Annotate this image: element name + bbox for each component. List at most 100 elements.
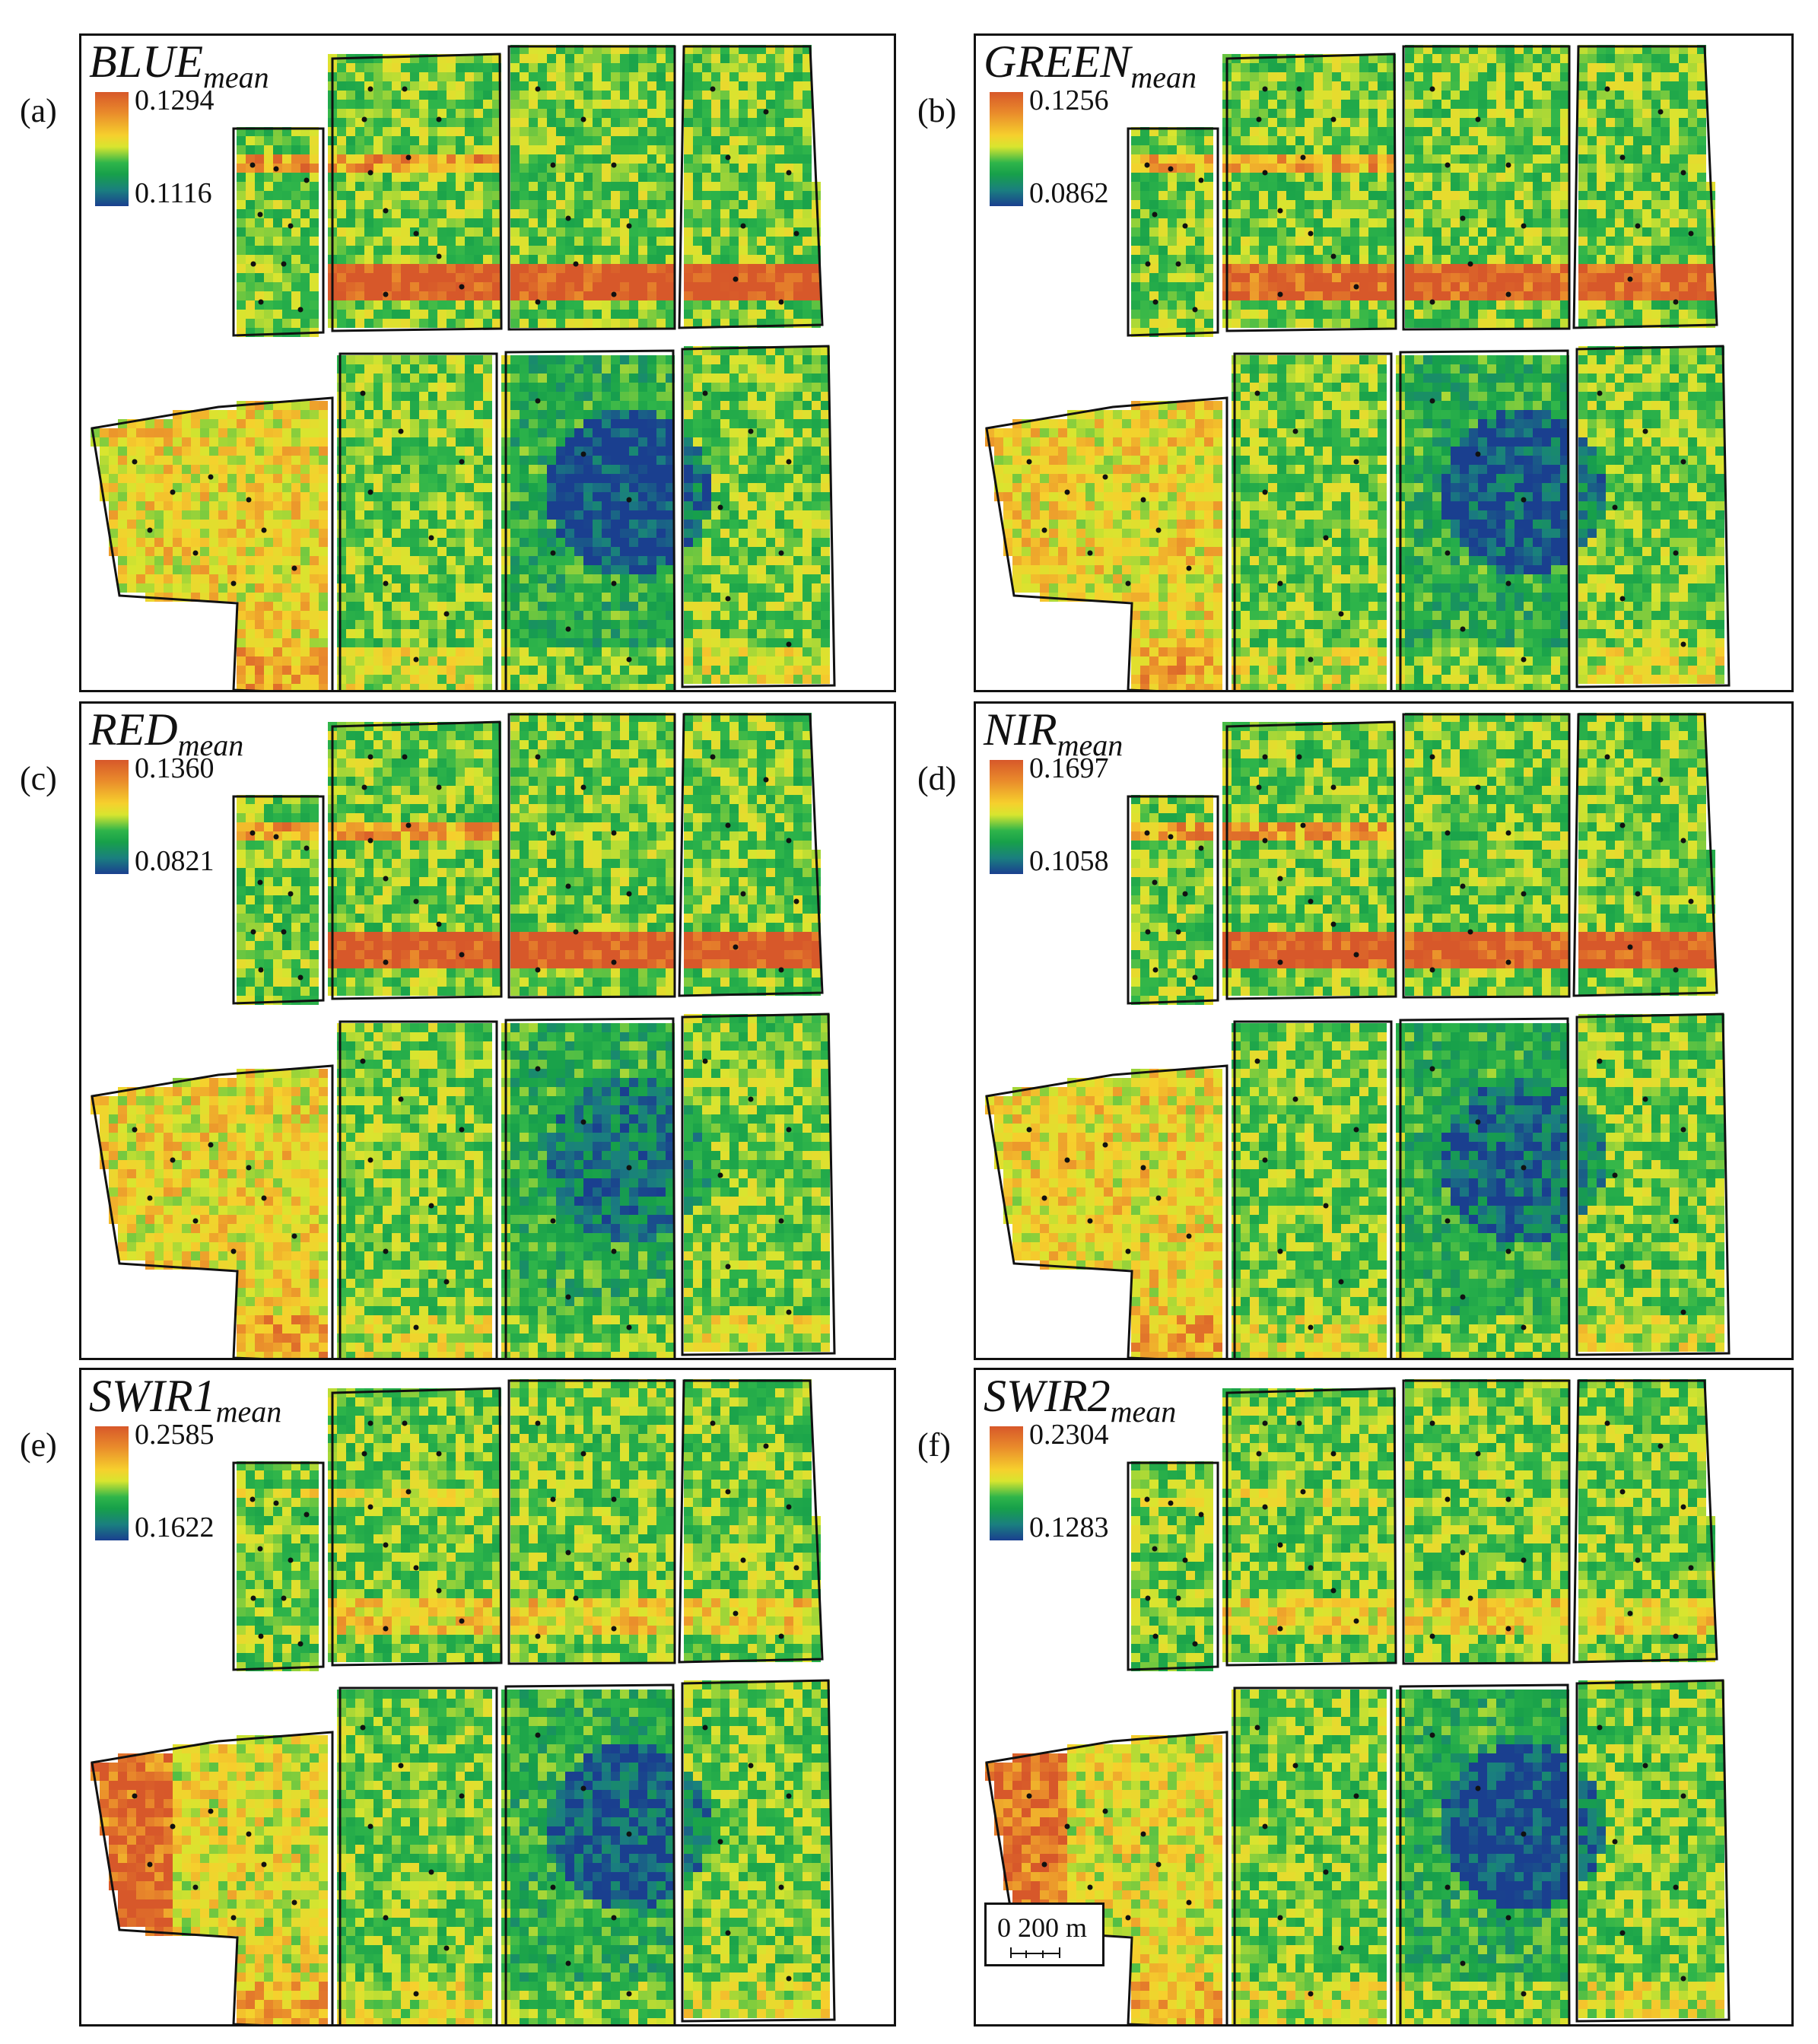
sample-point <box>208 1142 214 1148</box>
sample-point <box>132 1793 138 1799</box>
sample-point <box>1277 876 1283 882</box>
sample-point <box>1182 891 1188 897</box>
sample-point <box>257 211 263 218</box>
sample-point <box>1145 261 1151 267</box>
sample-point <box>1300 154 1306 161</box>
sample-point <box>1192 974 1198 981</box>
sample-point <box>1330 921 1336 927</box>
sample-point <box>1353 459 1359 465</box>
sample-point <box>1338 611 1344 617</box>
sample-point <box>1642 1763 1648 1769</box>
sample-point <box>192 1884 199 1890</box>
sample-point <box>611 959 617 965</box>
sample-point <box>626 1165 632 1171</box>
sample-point <box>249 162 256 168</box>
sample-point <box>778 1633 784 1639</box>
legend-max-value: 0.2585 <box>135 1420 215 1449</box>
sample-point <box>273 834 279 840</box>
sample-point <box>550 1884 556 1890</box>
sample-point <box>1262 754 1268 760</box>
field-map <box>985 1379 1731 2024</box>
sample-point <box>550 1496 556 1502</box>
sample-point <box>1262 170 1268 176</box>
sample-point <box>1182 1557 1188 1563</box>
sample-point <box>1597 390 1603 396</box>
sample-point <box>1262 1823 1268 1829</box>
sample-point <box>1175 1595 1181 1601</box>
sample-point <box>1657 777 1664 783</box>
panel-label-b: (b) <box>917 94 956 128</box>
sample-point <box>1308 898 1314 904</box>
sample-point <box>1262 1420 1268 1426</box>
sample-point <box>725 1930 731 1936</box>
sample-point <box>1256 1451 1262 1457</box>
sample-point <box>398 1763 404 1769</box>
panel-label-f: (f) <box>917 1429 951 1462</box>
color-legend-bar <box>990 1426 1023 1540</box>
sample-point <box>535 299 541 305</box>
color-legend-bar <box>95 1426 129 1540</box>
sample-point <box>1521 1991 1527 1997</box>
sample-point <box>1155 1861 1162 1868</box>
sample-point <box>710 1420 716 1426</box>
sample-point <box>405 822 412 828</box>
sample-point <box>717 504 723 510</box>
sample-point <box>413 898 419 904</box>
sample-point <box>550 1218 556 1224</box>
sample-point <box>1192 307 1198 313</box>
sample-point <box>565 1550 571 1556</box>
sample-point <box>1505 1915 1511 1921</box>
sample-point <box>733 276 739 282</box>
field-boundary <box>1233 1020 1393 1358</box>
sample-point <box>1175 261 1181 267</box>
sample-point <box>459 284 465 290</box>
sample-point <box>793 230 799 237</box>
color-legend-bar <box>990 760 1023 874</box>
sample-point <box>740 223 746 229</box>
sample-point <box>1064 1823 1070 1829</box>
sample-point <box>702 1725 708 1731</box>
sample-point <box>383 208 389 214</box>
legend-max-value: 0.1697 <box>1029 754 1109 783</box>
raster-layer <box>91 713 830 1358</box>
sample-point <box>1140 1831 1146 1837</box>
panel-title: REDmean <box>89 707 243 761</box>
scale-bar-ruler <box>1010 1947 1060 1958</box>
sample-point <box>1254 390 1260 396</box>
sample-point <box>361 1451 367 1457</box>
sample-point <box>611 1915 617 1921</box>
sample-point <box>725 822 731 828</box>
sample-point <box>413 656 419 663</box>
sample-point <box>1323 1869 1329 1875</box>
sample-point <box>1125 1248 1131 1254</box>
sample-point <box>360 1058 366 1064</box>
sample-point <box>1125 580 1131 586</box>
sample-point <box>1445 1496 1451 1502</box>
sample-point <box>1460 1550 1466 1556</box>
sample-point <box>246 1165 252 1171</box>
sample-point <box>413 1324 419 1330</box>
sample-point <box>192 550 199 556</box>
sample-point <box>1642 1096 1648 1102</box>
sample-point <box>1262 86 1268 92</box>
sample-point <box>1475 451 1481 457</box>
field-boundary <box>1233 1686 1393 2024</box>
sample-point <box>1627 276 1633 282</box>
sample-point <box>1688 1565 1694 1571</box>
sample-point <box>1680 1504 1686 1510</box>
sample-point <box>230 1915 237 1921</box>
sample-point <box>1680 838 1686 844</box>
sample-point <box>626 1991 632 1997</box>
sample-point <box>1673 299 1679 305</box>
sample-point <box>1619 154 1626 161</box>
sample-point <box>413 1991 419 1997</box>
field-boundary <box>1572 45 1718 329</box>
sample-point <box>1475 116 1481 122</box>
sample-point <box>1198 177 1204 183</box>
sample-point <box>192 1218 199 1224</box>
sample-point <box>1619 1264 1626 1270</box>
sample-point <box>611 1248 617 1254</box>
sample-point <box>281 929 287 935</box>
legend-max-value: 0.1360 <box>135 754 215 783</box>
field-boundary <box>1233 352 1393 690</box>
